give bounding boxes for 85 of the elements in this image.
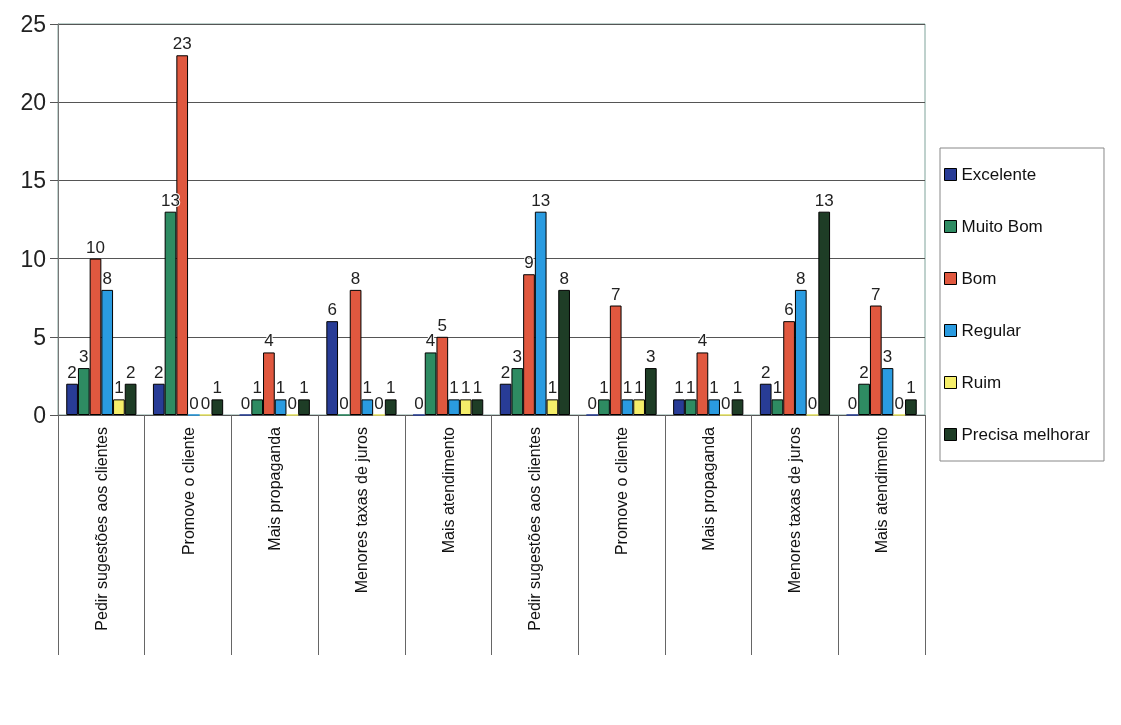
legend-label: Muito Bom [961, 217, 1043, 236]
data-label: 3 [79, 347, 89, 367]
data-label: 7 [610, 284, 621, 304]
data-label: 5 [437, 315, 448, 335]
data-label: 13 [531, 190, 551, 210]
y-tick-label: 0 [33, 402, 46, 428]
data-label: 1 [732, 378, 743, 398]
data-label: 3 [882, 347, 893, 367]
legend-label: Precisa melhorar [961, 425, 1091, 444]
data-label: 1 [114, 378, 124, 398]
y-tick-label: 25 [20, 11, 46, 37]
data-label: 2 [154, 362, 164, 382]
data-label: 6 [784, 300, 794, 320]
x-tick-label: Menores taxas de juros [786, 427, 804, 594]
x-tick-label: Mais atendimento [439, 426, 457, 554]
data-label: 2 [125, 362, 136, 382]
data-label: 3 [512, 347, 523, 367]
x-tick-label: Promove o cliente [179, 426, 197, 556]
data-label: 0 [807, 393, 818, 413]
data-label: 0 [414, 393, 424, 413]
data-label: 0 [721, 393, 731, 413]
data-label: 23 [172, 34, 192, 54]
bar [298, 399, 310, 415]
bar [731, 399, 744, 415]
data-label: 1 [385, 378, 396, 398]
data-label: 8 [559, 268, 569, 288]
data-label: 2 [500, 362, 511, 382]
data-label: 1 [685, 378, 696, 398]
data-label: 0 [374, 393, 384, 413]
data-label: 0 [189, 393, 199, 413]
data-label: 0 [287, 393, 298, 413]
data-label: 1 [772, 378, 783, 398]
data-label: 0 [894, 393, 904, 413]
data-label: 2 [760, 362, 771, 382]
x-tick-label: Mais propaganda [699, 426, 717, 551]
x-tick-label: Pedir sugestões aos clientes [526, 427, 544, 631]
bar [818, 211, 831, 415]
x-tick-label: Mais propaganda [266, 426, 284, 551]
data-label: 1 [275, 378, 286, 398]
y-tick-label: 20 [20, 89, 46, 116]
y-tick-label: 5 [33, 323, 46, 350]
legend-label: Ruim [961, 373, 1002, 392]
x-tick-label: Mais atendimento [873, 426, 891, 554]
y-tick-label: 10 [20, 245, 46, 272]
data-label: 1 [460, 378, 471, 398]
data-label: 1 [362, 378, 373, 398]
data-label: 8 [350, 268, 361, 288]
x-tick-label: Promove o cliente [613, 426, 631, 556]
y-tick-label: 15 [20, 167, 46, 194]
data-label: 8 [102, 268, 112, 288]
bar [326, 321, 339, 415]
data-label: 1 [709, 378, 719, 398]
data-label: 0 [847, 393, 858, 413]
data-label: 7 [871, 284, 881, 304]
data-label: 2 [859, 362, 869, 382]
data-label: 1 [252, 378, 262, 398]
x-tick-label: Pedir sugestões aos clientes [92, 427, 110, 631]
legend-label: Regular [961, 321, 1022, 340]
data-label: 1 [906, 378, 916, 398]
legend-label: Bom [961, 269, 997, 288]
data-label: 1 [634, 378, 644, 398]
data-label: 0 [587, 393, 598, 413]
data-label: 1 [299, 378, 309, 398]
data-label: 3 [646, 347, 656, 367]
x-tick-label: Menores taxas de juros [352, 427, 370, 594]
data-label: 1 [674, 378, 684, 398]
data-label: 1 [599, 378, 609, 398]
data-label: 1 [547, 378, 558, 398]
data-label: 2 [67, 362, 77, 382]
data-label: 13 [814, 190, 834, 210]
data-label: 8 [796, 268, 806, 288]
data-label: 10 [86, 237, 105, 257]
data-label: 1 [449, 378, 459, 398]
bar [905, 399, 917, 415]
bar [211, 399, 224, 415]
data-label: 0 [240, 393, 251, 413]
data-label: 1 [472, 378, 483, 398]
data-label: 9 [524, 253, 534, 273]
data-label: 0 [200, 393, 211, 413]
bar [384, 399, 397, 415]
data-label: 1 [212, 378, 223, 398]
legend-label: Excelente [961, 165, 1037, 184]
data-label: 1 [622, 378, 633, 398]
data-label: 0 [339, 393, 349, 413]
data-label: 6 [327, 300, 337, 320]
